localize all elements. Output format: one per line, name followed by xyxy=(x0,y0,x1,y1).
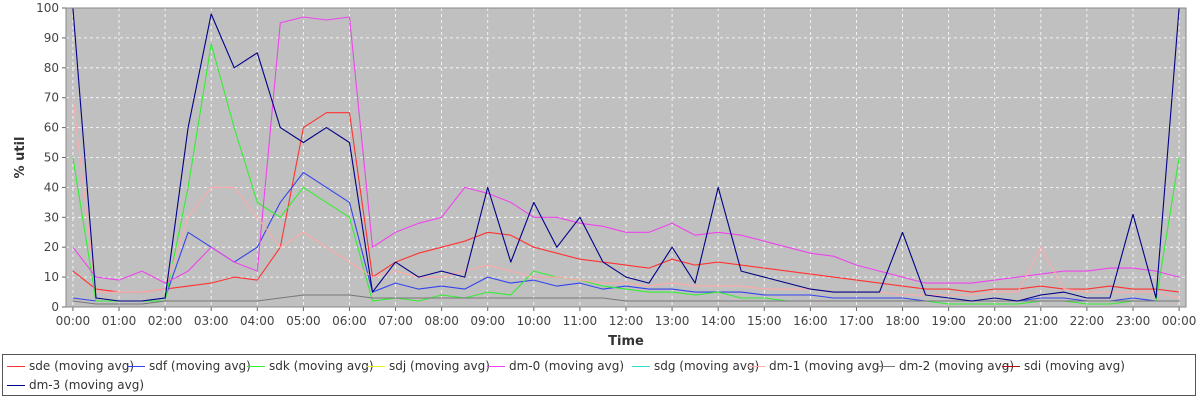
legend-item: sde (moving avg) xyxy=(7,357,134,375)
legend-item: dm-2 (moving avg) xyxy=(877,357,1014,375)
x-tick-label: 23:00 xyxy=(1116,314,1151,328)
legend-label: sde (moving avg) xyxy=(29,359,135,373)
x-tick-label: 07:00 xyxy=(378,314,413,328)
x-tick-label: 15:00 xyxy=(747,314,782,328)
y-tick-label: 60 xyxy=(44,121,59,135)
series-line-sdk xyxy=(72,43,1180,305)
legend-swatch xyxy=(487,365,505,367)
y-tick-label: 80 xyxy=(44,61,59,75)
legend-swatch xyxy=(747,365,765,367)
legend-item: sdf (moving avg) xyxy=(127,357,251,375)
x-tick-label: 17:00 xyxy=(839,314,874,328)
x-tick-label: 22:00 xyxy=(1070,314,1105,328)
series-line-dm-1 xyxy=(72,97,1180,299)
y-tick-label: 20 xyxy=(44,240,59,254)
x-axis-title: Time xyxy=(608,334,644,349)
x-tick-label: 01:00 xyxy=(102,314,137,328)
legend-item: sdk (moving avg) xyxy=(247,357,374,375)
legend: sde (moving avg) sdf (moving avg) sdk (mov… xyxy=(2,354,1196,396)
legend-item: dm-0 (moving avg) xyxy=(487,357,624,375)
y-axis-title: % util xyxy=(13,137,28,179)
series-line-sde xyxy=(72,112,1180,293)
x-tick-label: 00:00 xyxy=(56,314,91,328)
legend-item: sdi (moving avg) xyxy=(1002,357,1125,375)
legend-swatch xyxy=(877,365,895,367)
legend-label: dm-3 (moving avg) xyxy=(29,378,145,392)
x-tick-label: 10:00 xyxy=(517,314,552,328)
legend-item: dm-1 (moving avg) xyxy=(747,357,884,375)
legend-label: sdi (moving avg) xyxy=(1024,359,1125,373)
legend-label: dm-0 (moving avg) xyxy=(509,359,625,373)
legend-label: dm-1 (moving avg) xyxy=(769,359,885,373)
y-tick-label: 30 xyxy=(44,210,59,224)
legend-swatch xyxy=(7,365,25,367)
x-tick-label: 00:00 xyxy=(1162,314,1197,328)
series-line-dm-3 xyxy=(72,7,1180,302)
series-line-dm-0 xyxy=(72,16,1180,284)
legend-swatch xyxy=(127,365,145,367)
legend-swatch xyxy=(632,365,650,367)
legend-swatch xyxy=(7,384,25,386)
x-tick-label: 05:00 xyxy=(286,314,321,328)
x-tick-label: 08:00 xyxy=(424,314,459,328)
y-tick-label: 40 xyxy=(44,180,59,194)
y-tick-label: 90 xyxy=(44,31,59,45)
legend-swatch xyxy=(367,365,385,367)
y-tick-label: 10 xyxy=(44,270,59,284)
legend-label: sdf (moving avg) xyxy=(149,359,251,373)
x-tick-label: 06:00 xyxy=(332,314,367,328)
chart-area: 0 10 20 30 40 50 60 70 80 90 100 00:00 01:00 02:00 03:… xyxy=(13,1,1197,349)
legend-label: sdj (moving avg) xyxy=(389,359,490,373)
x-tick-label: 02:00 xyxy=(148,314,183,328)
y-tick-label: 70 xyxy=(44,91,59,105)
legend-item: dm-3 (moving avg) xyxy=(7,376,144,394)
x-tick-label: 18:00 xyxy=(885,314,920,328)
x-tick-label: 09:00 xyxy=(470,314,505,328)
y-tick-label: 100 xyxy=(36,1,59,15)
x-tick-label: 13:00 xyxy=(655,314,690,328)
y-tick-label: 50 xyxy=(44,151,59,165)
legend-item: sdg (moving avg) xyxy=(632,357,759,375)
x-tick-label: 20:00 xyxy=(977,314,1012,328)
legend-label: dm-2 (moving avg) xyxy=(899,359,1015,373)
legend-label: sdg (moving avg) xyxy=(654,359,760,373)
x-tick-label: 21:00 xyxy=(1024,314,1059,328)
legend-swatch xyxy=(247,365,265,367)
x-tick-label: 16:00 xyxy=(793,314,828,328)
series-line-dm-2 xyxy=(72,294,1180,305)
plot-border xyxy=(65,7,1187,308)
legend-label: sdk (moving avg) xyxy=(269,359,374,373)
x-tick-label: 11:00 xyxy=(563,314,598,328)
x-tick-label: 03:00 xyxy=(194,314,229,328)
x-tick-label: 19:00 xyxy=(931,314,966,328)
line-chart: 0 10 20 30 40 50 60 70 80 90 100 00:00 01:00 02:00 03:… xyxy=(13,1,1197,349)
x-tick-label: 04:00 xyxy=(240,314,275,328)
y-tick-label: 0 xyxy=(51,300,59,314)
legend-item: sdj (moving avg) xyxy=(367,357,490,375)
legend-swatch xyxy=(1002,365,1020,367)
x-tick-label: 14:00 xyxy=(701,314,736,328)
x-tick-label: 12:00 xyxy=(609,314,644,328)
